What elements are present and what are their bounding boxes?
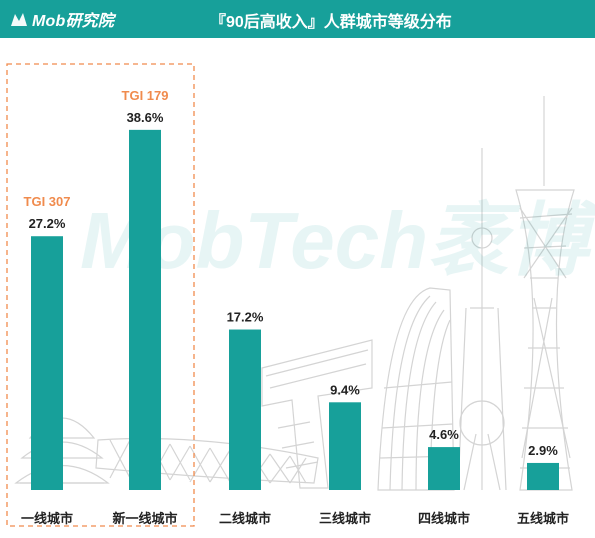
bar-5: [428, 447, 460, 490]
highlight-box: [6, 63, 195, 527]
bar-chart: MobTech袤博 27.2% 一线城市 TGI 307 38.6% 新一线城市 TGI …: [6, 63, 595, 527]
category-label: 四线城市: [418, 511, 470, 526]
chart-title: 『90后高收入』人群城市等级分布: [210, 14, 452, 31]
category-label: 五线城市: [517, 511, 569, 526]
bar-value-label: 17.2%: [227, 310, 264, 325]
bar-value-label: 27.2%: [29, 216, 66, 231]
cctv-tower-illustration: [261, 339, 373, 489]
skyscraper-illustration: [377, 287, 455, 491]
logo-text: Mob研究院: [32, 13, 115, 30]
category-label: 一线城市: [21, 511, 73, 526]
bar-6: [527, 462, 559, 490]
bar-4: [329, 402, 361, 490]
category-label: 新一线城市: [112, 511, 177, 526]
tgi-label: TGI 307: [24, 194, 71, 209]
bar-value-label: 2.9%: [528, 443, 558, 458]
bars-group: [31, 129, 559, 490]
bar-2: [129, 129, 161, 490]
mob-logo-icon: [11, 13, 27, 26]
labels-group: 27.2% 一线城市 TGI 307 38.6% 新一线城市 TGI 179 17.2% 二线…: [21, 88, 569, 526]
tgi-label: TGI 179: [122, 88, 169, 103]
bar-value-label: 4.6%: [429, 427, 459, 442]
bar-1: [31, 236, 63, 490]
canton-tower-illustration: [515, 96, 575, 491]
watermark: MobTech袤博: [80, 196, 595, 285]
mob-logo: Mob研究院: [10, 6, 114, 32]
category-label: 二线城市: [219, 511, 271, 526]
city-skyline-backdrop: [14, 96, 575, 491]
category-label: 三线城市: [319, 511, 371, 526]
bar-3: [229, 329, 261, 490]
header-bar: Mob研究院 『90后高收入』人群城市等级分布: [0, 0, 595, 38]
bar-value-label: 38.6%: [127, 110, 164, 125]
bar-value-label: 9.4%: [330, 382, 360, 397]
